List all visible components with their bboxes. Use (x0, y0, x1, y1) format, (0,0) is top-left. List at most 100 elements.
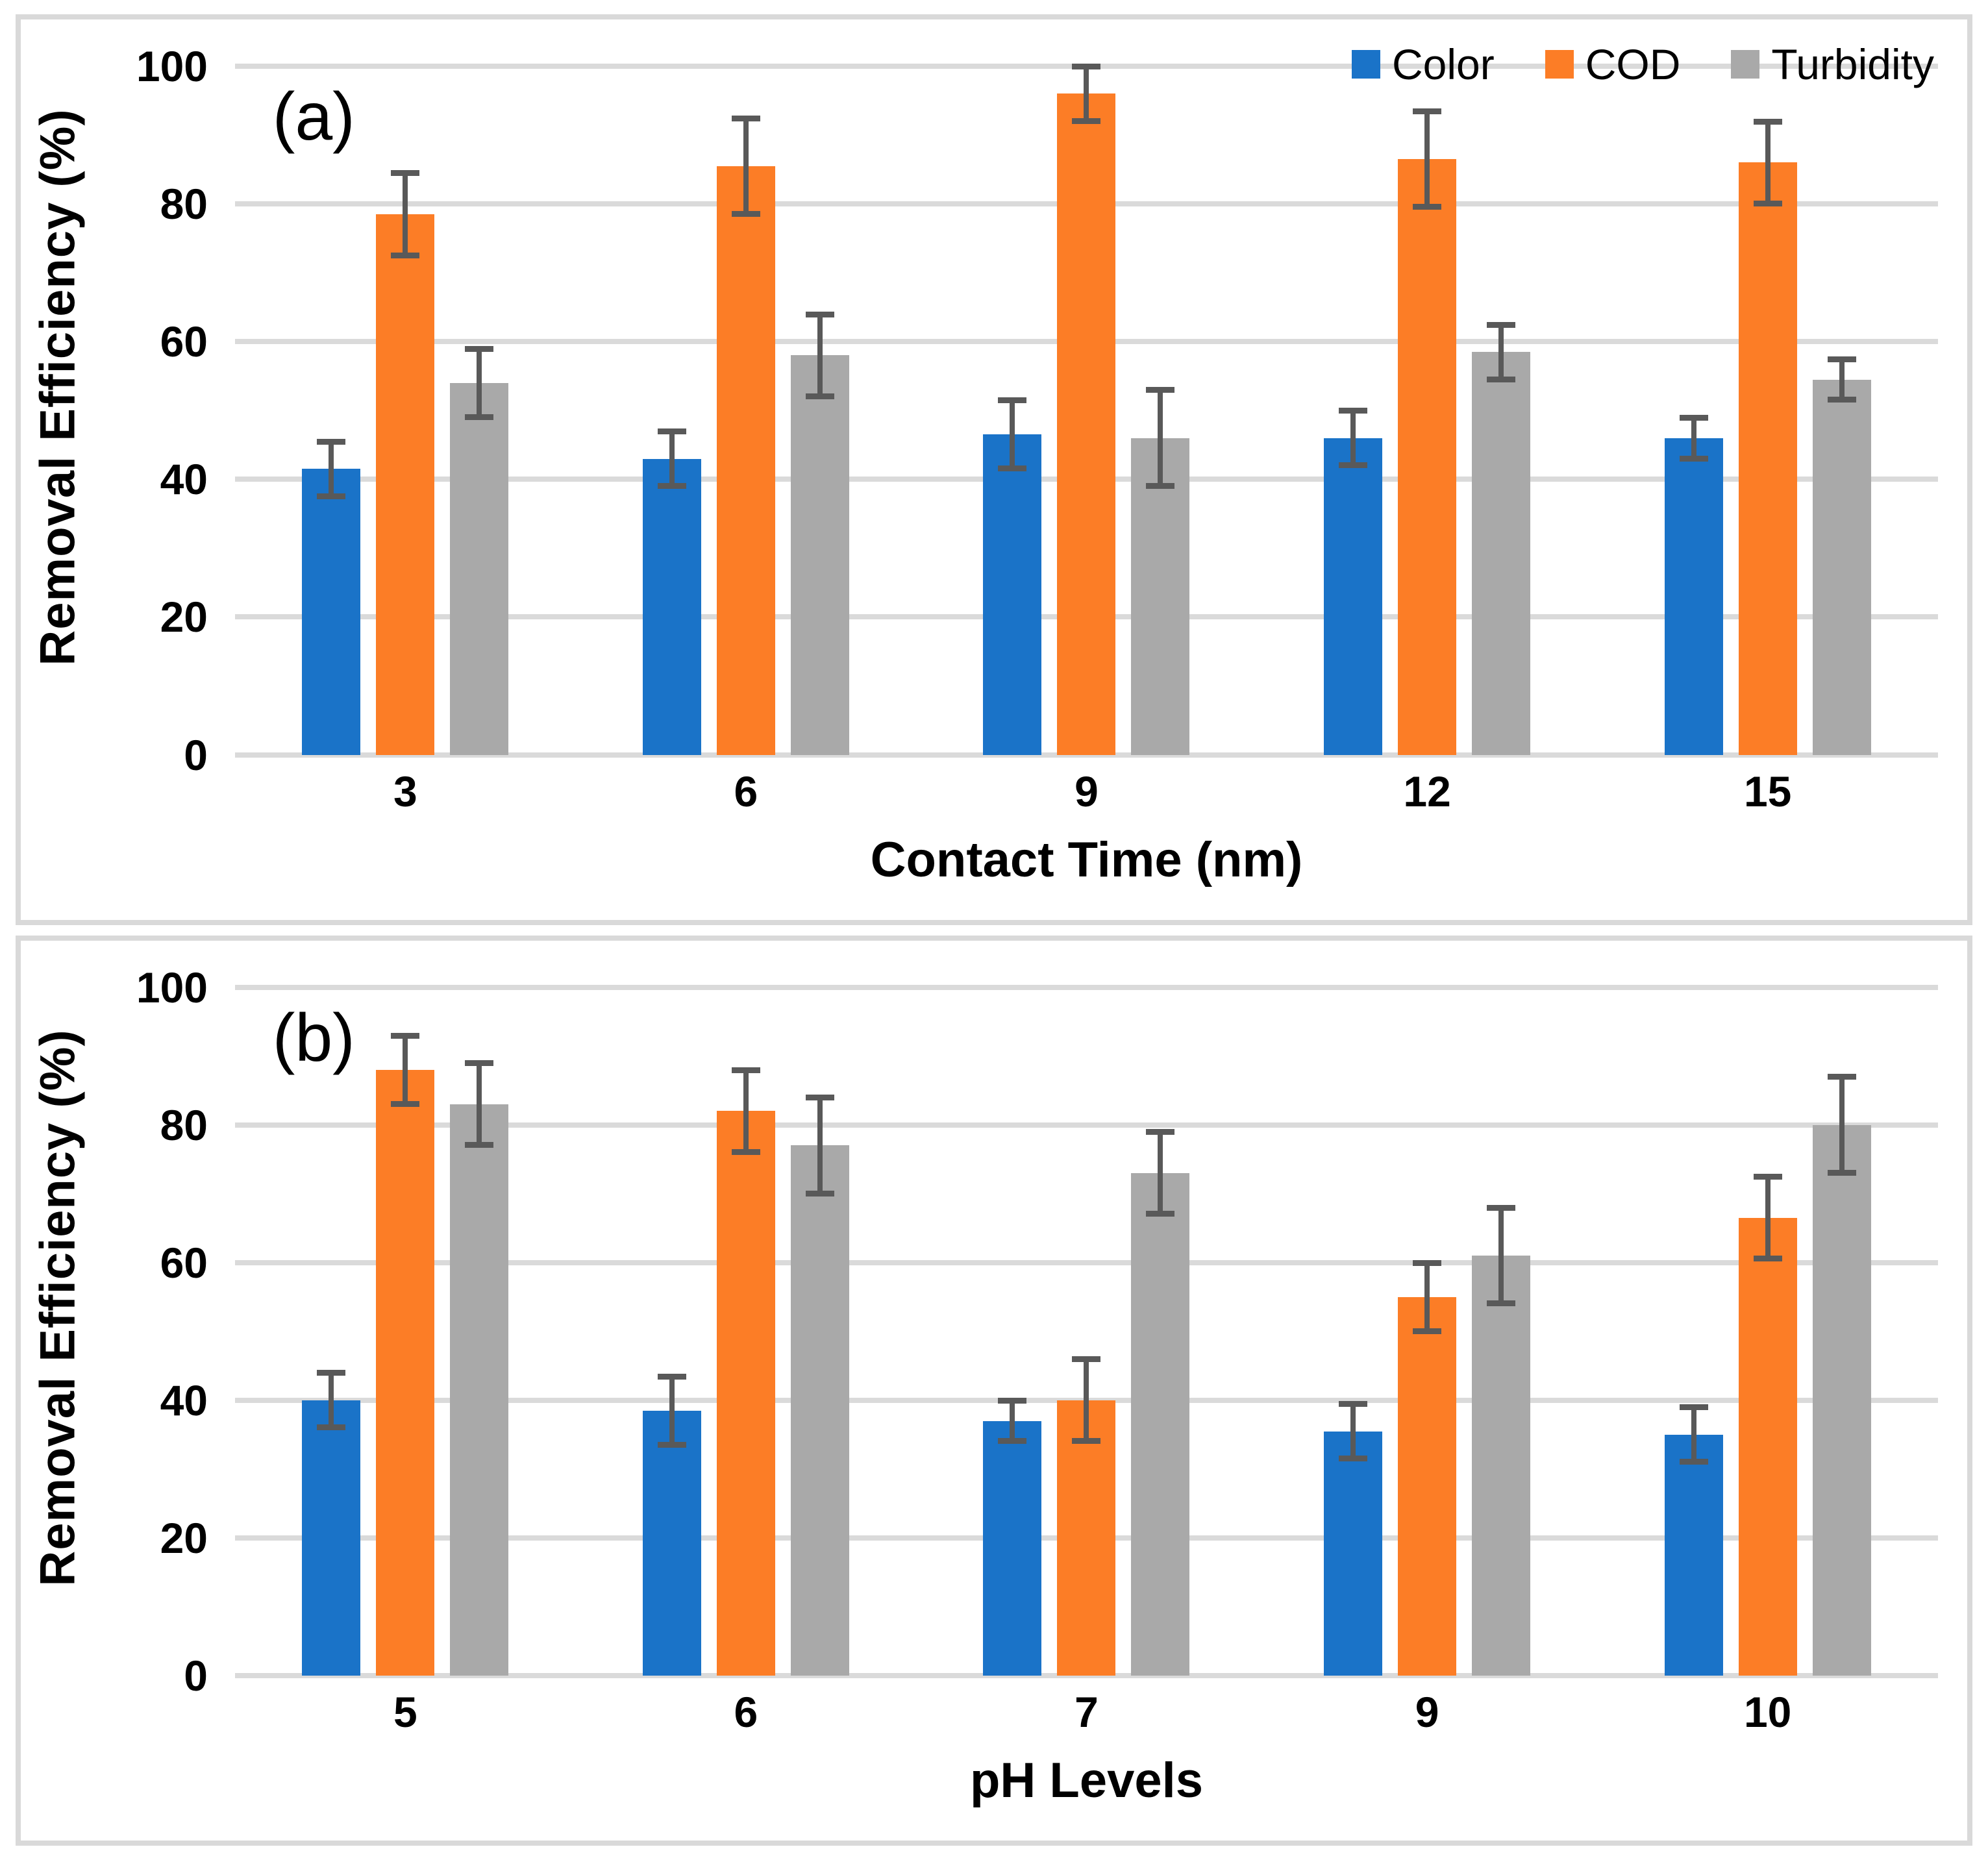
error-bar (1398, 1259, 1456, 1334)
bar-group (1597, 66, 1938, 755)
bar-group (1257, 987, 1598, 1676)
bar-rect (790, 1145, 849, 1676)
error-bar-line (669, 1376, 675, 1445)
error-bar-line (743, 118, 749, 215)
error-bar-cap-top (657, 1373, 686, 1380)
error-bar-cap-top (1753, 1174, 1782, 1180)
error-bar-cap-top (317, 438, 346, 445)
error-bar-cap-bottom (731, 1149, 760, 1156)
y-tick-label: 40 (160, 455, 208, 504)
error-bar-cap-top (1146, 387, 1175, 393)
panel-b: Removal Efficiency (%) 0 20 40 60 80 100 (b) … (16, 935, 1972, 1846)
error-bar-cap-top (1146, 1129, 1175, 1135)
error-bar (717, 115, 775, 217)
bar-group (1257, 66, 1598, 755)
gridline (235, 1122, 1938, 1128)
error-bar-line (817, 314, 823, 397)
error-bar (302, 1370, 360, 1431)
error-bar-cap-bottom (731, 211, 760, 217)
error-bar (1131, 1129, 1189, 1217)
gridline (235, 1673, 1938, 1678)
y-tick-label: 80 (160, 1100, 208, 1149)
x-tick-label: 3 (393, 767, 417, 815)
error-bar-cap-bottom (1413, 204, 1442, 210)
error-bar (791, 1095, 849, 1197)
bar-turbidity (450, 987, 509, 1676)
error-bar-line (1158, 1132, 1163, 1215)
error-bar-cap-top (998, 397, 1027, 404)
error-bar-line (403, 173, 408, 256)
error-bar-line (329, 441, 334, 497)
x-tick-label: 10 (1743, 1688, 1792, 1736)
bar-group (576, 66, 917, 755)
error-bar (1472, 321, 1530, 382)
error-bar-line (1424, 110, 1430, 208)
error-bar-line (817, 1097, 823, 1194)
bar-rect (1398, 1296, 1457, 1676)
bar-rect (376, 1069, 435, 1676)
bar-color (983, 66, 1042, 755)
bar-group (916, 64, 1257, 755)
x-axis-title-a: Contact Time (nm) (870, 832, 1303, 887)
bar-rect (1057, 93, 1116, 755)
bar-groups (235, 64, 1938, 755)
bar-color (1324, 66, 1383, 755)
error-bar (791, 311, 849, 400)
y-axis-title-text: Removal Efficiency (%) (31, 1029, 86, 1587)
y-axis-title-text: Removal Efficiency (%) (31, 108, 86, 666)
bar-cod (376, 66, 435, 755)
error-bar-cap-bottom (1679, 1459, 1708, 1465)
error-bar (1057, 1356, 1115, 1445)
error-bar-cap-top (391, 170, 420, 177)
error-bar-line (1691, 1407, 1696, 1463)
bar-rect (716, 166, 775, 755)
bar-color (642, 987, 701, 1676)
error-bar-cap-bottom (805, 393, 834, 400)
error-bar (1813, 1074, 1871, 1176)
error-bar (302, 438, 360, 499)
error-bar-cap-bottom (1827, 397, 1856, 403)
error-bar (1131, 387, 1189, 489)
error-bar-line (1084, 1359, 1089, 1442)
error-bar-cap-bottom (1487, 1300, 1516, 1307)
error-bar-cap-top (731, 1067, 760, 1073)
panel-label: (a) (272, 79, 355, 155)
bar-color (302, 66, 361, 755)
error-bar-cap-bottom (1679, 455, 1708, 462)
legend-label: Turbidity (1771, 40, 1934, 88)
x-tick-label: 12 (1403, 767, 1451, 815)
error-bar-line (1010, 400, 1015, 469)
bar-cod (1398, 66, 1457, 755)
bar-cod (1738, 66, 1797, 755)
x-tick-label: 9 (1415, 1688, 1439, 1736)
bar-rect (1131, 1172, 1190, 1676)
legend-swatch-cod-icon (1545, 50, 1574, 79)
bar-rect (983, 1420, 1042, 1676)
bar-group (576, 987, 917, 1676)
error-bar-cap-top (391, 1032, 420, 1039)
error-bar-cap-top (465, 1060, 494, 1067)
bar-groups (235, 987, 1938, 1676)
error-bar-cap-bottom (1146, 482, 1175, 489)
error-bar-cap-top (317, 1370, 346, 1376)
error-bar-cap-top (1413, 108, 1442, 114)
legend-item-color: Color (1351, 40, 1495, 88)
bar-rect (1738, 1217, 1797, 1676)
error-bar-cap-bottom (317, 493, 346, 499)
legend-label: Color (1391, 40, 1495, 88)
bar-rect (983, 434, 1042, 755)
error-bar-line (329, 1372, 334, 1428)
bar-cod (716, 987, 775, 1676)
error-bar-cap-top (805, 1095, 834, 1101)
plot-outer-b: (b) (235, 941, 1938, 1678)
y-axis-ticks-a: 0 20 40 60 80 100 (95, 19, 235, 776)
y-tick-label: 80 (160, 180, 208, 229)
plot-outer-a: (a) Color COD Turbidity (235, 19, 1938, 758)
bar-group (235, 66, 576, 755)
gridline (235, 984, 1938, 990)
x-tick-label: 15 (1743, 767, 1792, 815)
bar-turbidity (790, 987, 849, 1676)
y-tick-label: 0 (184, 730, 208, 779)
bar-rect (1398, 159, 1457, 755)
error-bar (1739, 1174, 1797, 1262)
